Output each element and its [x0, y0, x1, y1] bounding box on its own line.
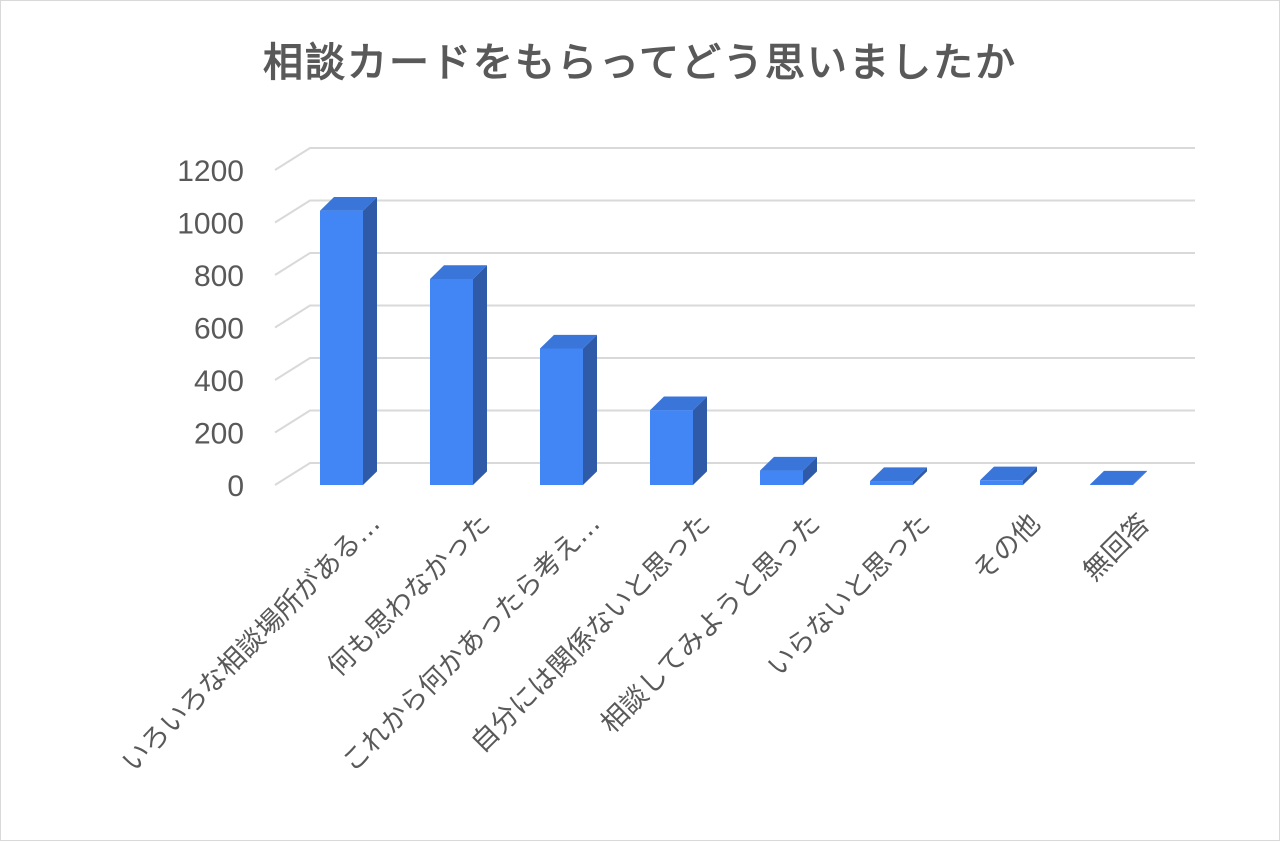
- bar: [430, 278, 473, 485]
- bar-top: [980, 466, 1037, 481]
- bar: [540, 348, 583, 485]
- y-tick-label: 1000: [177, 208, 244, 241]
- y-tick-label: 1200: [177, 155, 244, 188]
- bar-top: [1090, 470, 1147, 485]
- x-category-label: その他: [967, 508, 1046, 587]
- bar-top: [760, 456, 817, 471]
- y-tick-label: 800: [194, 260, 244, 293]
- bar-side: [803, 456, 817, 485]
- bar: [320, 210, 363, 485]
- chart-title: 相談カードをもらってどう思いましたか: [263, 40, 1017, 86]
- bar-side: [363, 197, 377, 486]
- gridline: [274, 252, 1195, 276]
- bar: [760, 470, 803, 485]
- x-category-label: 無回答: [1077, 508, 1156, 587]
- x-category-label: 相談してみようと思った: [595, 508, 826, 739]
- bar-side: [583, 334, 597, 485]
- bar-top: [870, 467, 927, 482]
- y-tick-label: 400: [194, 365, 244, 398]
- gridline: [274, 462, 1195, 486]
- bar: [980, 480, 1023, 485]
- gridline: [274, 147, 1195, 171]
- y-tick-label: 200: [194, 418, 244, 451]
- gridline: [274, 304, 1195, 329]
- gridline: [274, 199, 1195, 224]
- bar-top: [430, 265, 487, 279]
- bar-side: [1133, 470, 1147, 485]
- bar-top: [540, 334, 597, 349]
- y-tick-label: 600: [194, 313, 244, 346]
- bar-side: [473, 265, 487, 485]
- bar-side: [913, 467, 927, 485]
- gridline: [274, 409, 1195, 434]
- y-tick-label: 0: [227, 470, 244, 503]
- bar-side: [693, 396, 707, 485]
- bar: [1090, 484, 1133, 485]
- bar: [870, 481, 913, 485]
- bar-side: [1023, 466, 1037, 485]
- bar-top: [320, 197, 377, 211]
- bar: [650, 410, 693, 485]
- bar-top: [650, 396, 707, 411]
- gridline: [274, 357, 1195, 381]
